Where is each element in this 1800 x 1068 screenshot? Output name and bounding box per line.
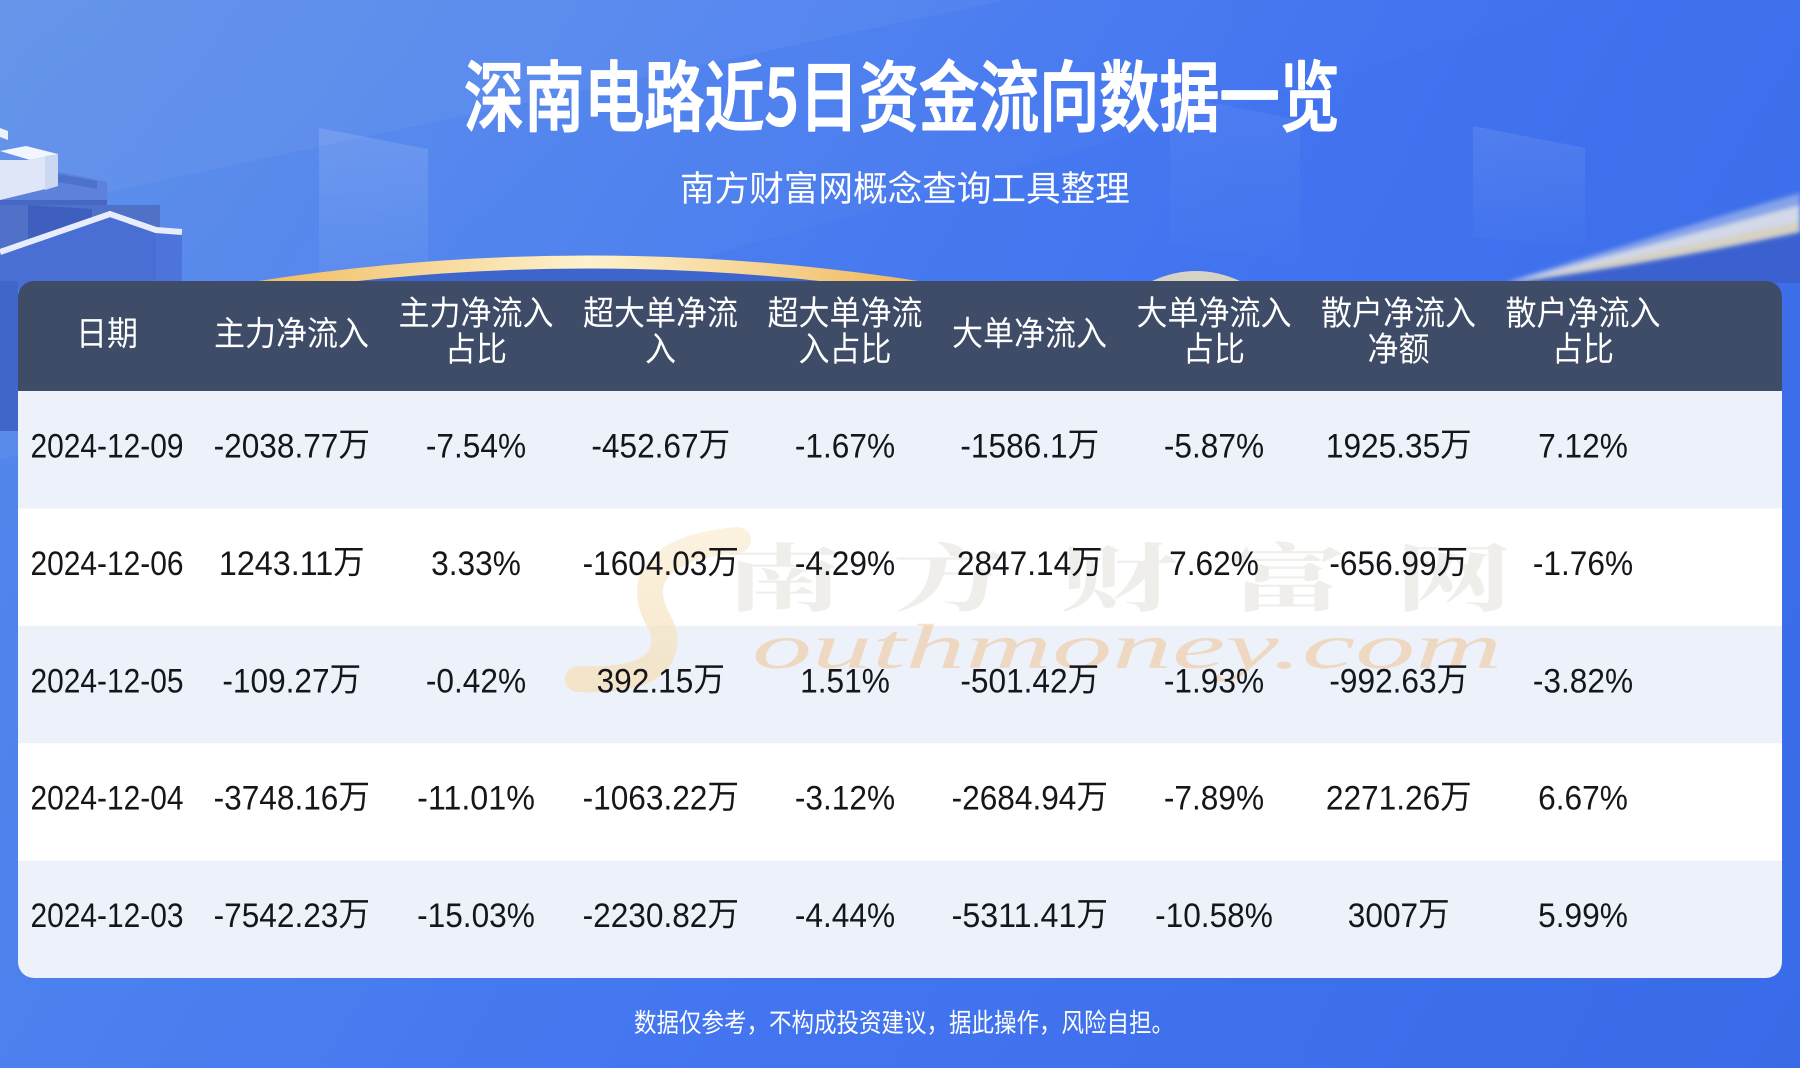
svg-text:5.99%: 5.99% xyxy=(1538,897,1628,935)
svg-text:2024-12-04: 2024-12-04 xyxy=(31,780,184,818)
svg-text:-7.54%: -7.54% xyxy=(426,428,526,466)
svg-text:2024-12-06: 2024-12-06 xyxy=(31,545,184,583)
svg-text:2024-12-03: 2024-12-03 xyxy=(31,897,184,935)
svg-text:7.12%: 7.12% xyxy=(1538,428,1628,466)
svg-text:1925.35: 1925.35 xyxy=(1326,428,1440,466)
svg-text:-1063.22: -1063.22 xyxy=(583,780,708,818)
svg-text:-3.12%: -3.12% xyxy=(795,780,895,818)
svg-text:-7.89%: -7.89% xyxy=(1164,780,1264,818)
svg-text:-5311.41: -5311.41 xyxy=(952,897,1077,935)
svg-text:-1.93%: -1.93% xyxy=(1164,662,1264,700)
svg-text:-10.58%: -10.58% xyxy=(1155,897,1273,935)
svg-text:1243.11: 1243.11 xyxy=(219,545,333,583)
svg-text:3007: 3007 xyxy=(1348,897,1418,935)
svg-text:-992.63: -992.63 xyxy=(1329,662,1436,700)
svg-text:-7542.23: -7542.23 xyxy=(214,897,339,935)
svg-text:-2038.77: -2038.77 xyxy=(214,428,339,466)
svg-text:-2684.94: -2684.94 xyxy=(952,780,1077,818)
svg-text:-0.42%: -0.42% xyxy=(426,662,526,700)
svg-text:outhmoney.com: outhmoney.com xyxy=(752,611,1502,682)
svg-text:6.67%: 6.67% xyxy=(1538,780,1628,818)
svg-text:7.62%: 7.62% xyxy=(1169,545,1259,583)
svg-text:-1.67%: -1.67% xyxy=(795,428,895,466)
svg-text:-5.87%: -5.87% xyxy=(1164,428,1264,466)
svg-text:-1586.1: -1586.1 xyxy=(960,428,1067,466)
svg-text:-452.67: -452.67 xyxy=(591,428,698,466)
svg-text:2847.14: 2847.14 xyxy=(957,545,1071,583)
svg-text:-501.42: -501.42 xyxy=(960,662,1067,700)
svg-text:-3.82%: -3.82% xyxy=(1533,662,1633,700)
svg-text:-4.29%: -4.29% xyxy=(795,545,895,583)
svg-text:-1.76%: -1.76% xyxy=(1533,545,1633,583)
svg-text:-109.27: -109.27 xyxy=(222,662,329,700)
svg-text:3.33%: 3.33% xyxy=(431,545,521,583)
svg-text:2271.26: 2271.26 xyxy=(1326,780,1440,818)
svg-text:2024-12-09: 2024-12-09 xyxy=(31,428,184,466)
svg-text:-4.44%: -4.44% xyxy=(795,897,895,935)
svg-text:-656.99: -656.99 xyxy=(1329,545,1436,583)
svg-text:-11.01%: -11.01% xyxy=(417,780,535,818)
svg-text:-1604.03: -1604.03 xyxy=(583,545,708,583)
svg-text:1.51%: 1.51% xyxy=(800,662,890,700)
svg-text:2024-12-05: 2024-12-05 xyxy=(31,662,184,700)
svg-text:-3748.16: -3748.16 xyxy=(214,780,339,818)
svg-text:392.15: 392.15 xyxy=(597,662,694,700)
svg-text:-2230.82: -2230.82 xyxy=(583,897,708,935)
svg-text:-15.03%: -15.03% xyxy=(417,897,535,935)
